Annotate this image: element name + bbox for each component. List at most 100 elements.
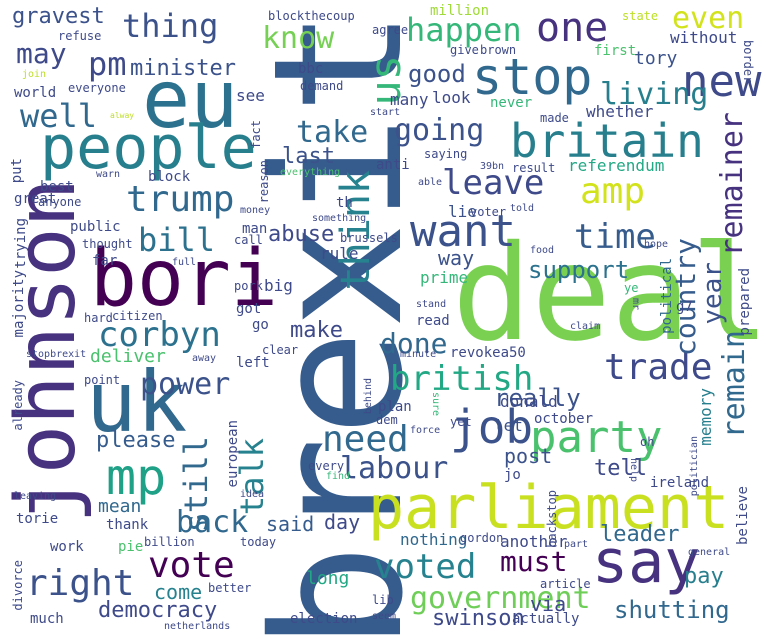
word-39bn: 39bn xyxy=(480,161,505,172)
word-even: even xyxy=(672,1,745,36)
word-stand: stand xyxy=(416,299,447,310)
word-article: article xyxy=(540,577,591,591)
word-billion: billion xyxy=(144,535,195,549)
word-government: government xyxy=(410,581,591,616)
word-leave: leave xyxy=(442,163,545,203)
word-donald: donald xyxy=(500,392,558,411)
word-lib: lib xyxy=(372,593,394,607)
word-remain: remain xyxy=(717,330,752,439)
word-read: read xyxy=(416,313,450,329)
word-help: help xyxy=(628,458,639,483)
word-money: money xyxy=(240,205,271,216)
word-alway: alway xyxy=(110,111,135,120)
word-day: day xyxy=(324,510,361,534)
word-job: job xyxy=(450,400,534,454)
word-state: state xyxy=(622,9,659,23)
word-britain: britain xyxy=(510,114,704,168)
word-man: man xyxy=(242,221,268,237)
word-new: new xyxy=(682,56,762,107)
word-memory: memory xyxy=(696,388,715,446)
word-bill: bill xyxy=(138,221,216,259)
word-tell: tell xyxy=(594,456,647,481)
word-pm: pm xyxy=(88,45,127,83)
word-another: another xyxy=(500,532,568,551)
word-eu: eu xyxy=(142,53,239,146)
word-general: general xyxy=(688,547,731,558)
word-world: world xyxy=(14,85,57,101)
word-prime: prime xyxy=(420,268,469,287)
word-put: put xyxy=(9,158,25,184)
word-gravest: gravest xyxy=(12,4,105,29)
word-divorce: divorce xyxy=(11,560,25,611)
word-bbc: bbc xyxy=(298,61,324,77)
word-many: many xyxy=(390,90,429,109)
word-able: able xyxy=(418,177,443,188)
word-netherlands: netherlands xyxy=(164,621,231,632)
word-saying: saying xyxy=(424,147,468,161)
word-country: country xyxy=(669,238,702,357)
word-pay: pay xyxy=(684,564,724,589)
word-corbyn: corbyn xyxy=(98,315,221,355)
word-demand: demand xyxy=(300,79,344,93)
word-hope: hope xyxy=(644,239,669,250)
word-leaving: leaving xyxy=(14,491,57,502)
word-claim: claim xyxy=(570,321,601,332)
word-thing: thing xyxy=(122,7,219,45)
word-citizen: citizen xyxy=(112,309,163,323)
word-anyone: anyone xyxy=(38,195,82,209)
word-actually: actually xyxy=(512,611,580,627)
word-trade: trade xyxy=(604,347,713,388)
word-plan: plan xyxy=(378,399,412,415)
word-take: take xyxy=(296,115,369,150)
word-nothing: nothing xyxy=(400,530,468,549)
word-pie: pie xyxy=(118,539,144,555)
word-seem: seem xyxy=(372,611,397,622)
word-really: really xyxy=(494,384,581,412)
word-swinson: swinson xyxy=(432,606,525,631)
word-without: without xyxy=(670,28,738,47)
word-want: want xyxy=(410,206,516,257)
word-vote: vote xyxy=(148,545,235,586)
word-everything: everything xyxy=(280,167,341,178)
word-got: got xyxy=(236,301,262,317)
word-uk: uk xyxy=(86,353,188,451)
word-minister: minister xyxy=(130,56,236,81)
word-see: see xyxy=(236,86,265,105)
word-something: something xyxy=(312,213,367,224)
word-gordon: gordon xyxy=(460,531,504,545)
word-find: find xyxy=(326,471,351,482)
word-border: border xyxy=(741,40,755,84)
word-oh: oh xyxy=(640,435,655,449)
word-thought: thought xyxy=(82,237,133,251)
word-block: block xyxy=(148,169,191,185)
word-call: call xyxy=(234,233,263,247)
word-much: much xyxy=(30,611,64,627)
word-well: well xyxy=(20,97,98,135)
word-food: food xyxy=(530,245,555,256)
word-shutting: shutting xyxy=(614,596,730,624)
word-done: done xyxy=(380,327,448,360)
word-long: long xyxy=(306,568,350,589)
word-voted: voted xyxy=(374,547,477,587)
word-leader: leader xyxy=(600,522,680,547)
word-mp: mp xyxy=(106,448,167,506)
word-better: better xyxy=(208,581,252,595)
word-reason: reason xyxy=(257,160,271,204)
word-public: public xyxy=(70,219,121,235)
word-go: go xyxy=(252,317,269,333)
word-stopbrexit: stopbrexit xyxy=(26,349,87,360)
word-far: far xyxy=(92,253,118,269)
word-european: european xyxy=(225,420,241,488)
word-refuse: refuse xyxy=(58,29,102,43)
word-first: first xyxy=(594,43,637,59)
word-part: part xyxy=(564,539,589,550)
word-brussels: brussels xyxy=(340,231,398,245)
word-majority: majority xyxy=(11,270,27,338)
word-bori: bori xyxy=(90,234,278,324)
word-back: back xyxy=(176,505,249,540)
word-way: way xyxy=(438,246,475,270)
word-abuse: abuse xyxy=(268,222,335,247)
word-th: th xyxy=(336,195,353,211)
word-one: one xyxy=(536,5,609,51)
